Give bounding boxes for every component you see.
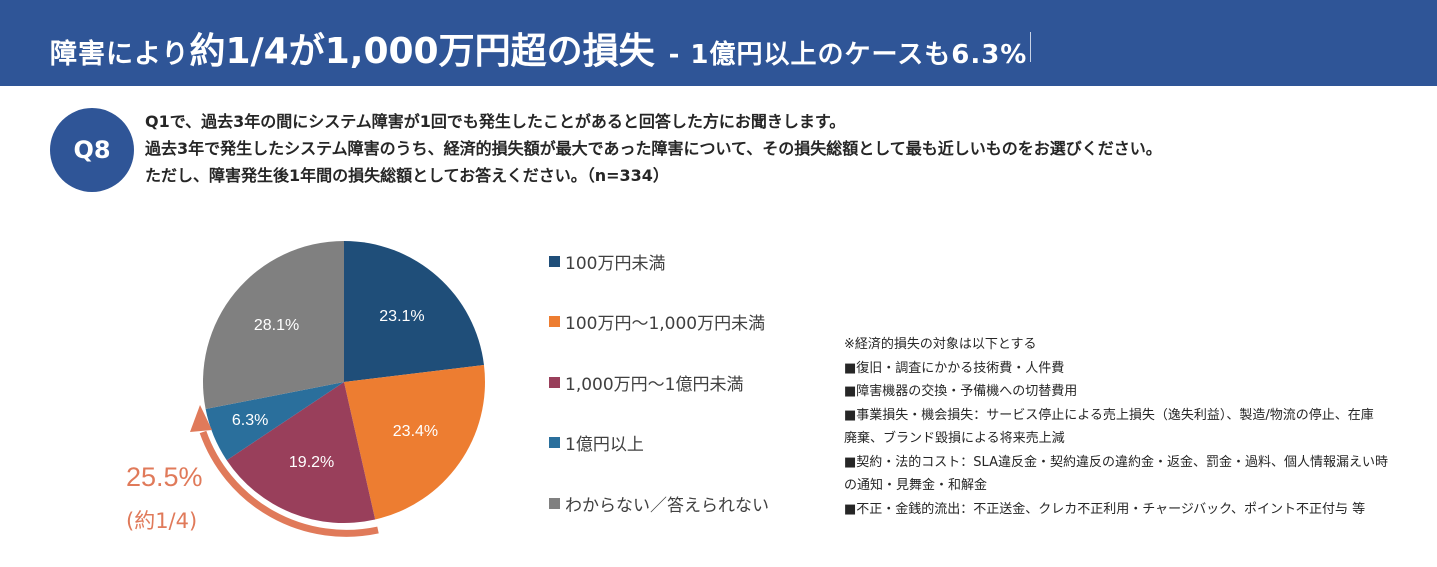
callout-percentage: 25.5%: [126, 462, 203, 492]
notes-item: ■障害機器の交換・予備機への切替費用: [844, 384, 1078, 399]
legend-label: 1,000万円～1億円未満: [565, 374, 744, 395]
notes-item: ■事業損失・機会損失：サービス停止による売上損失（逸失利益）、製造/物流の停止、…: [844, 407, 1374, 423]
pie-slice: [344, 365, 485, 520]
pie-slice-label: 23.4%: [392, 423, 439, 441]
callout-subtitle: (約1/4): [126, 509, 198, 533]
legend-item: 1億円以上: [549, 428, 769, 458]
question-text: Q1で、過去3年の間にシステム障害が1回でも発生したことがあると回答した方にお聞…: [145, 108, 1395, 189]
pie-chart: 23.1% 23.4% 19.2% 6.3% 28.1% 25.5% (約1/4): [0, 0, 560, 563]
legend-item: 1,000万円～1億円未満: [549, 367, 769, 397]
page-title: 障害により 約1/4が1,000万円超の損失 - 1億円以上のケースも6.3%: [50, 22, 1032, 72]
pie-slices: [202, 241, 485, 523]
legend-label: 100万円～1,000万円未満: [565, 314, 766, 334]
legend-swatch: [549, 497, 560, 509]
pie-slice: [226, 382, 376, 523]
pie-slice-label: 28.1%: [253, 317, 300, 335]
notes-heading: ※経済的損失の対象は以下とする: [844, 337, 1037, 352]
arrowhead-icon: [190, 405, 212, 432]
pie-slice: [344, 241, 484, 382]
legend-swatch: [549, 316, 560, 327]
text-cursor: [1030, 32, 1032, 62]
legend-item: わからない／答えられない: [549, 488, 769, 518]
title-subtitle: - 1億円以上のケースも6.3%: [668, 40, 1028, 70]
legend-swatch: [549, 437, 560, 448]
question-line: 過去3年で発生したシステム障害のうち、経済的損失額が最大であった障害について、そ…: [145, 139, 1162, 158]
question-line: ただし、障害発生後1年間の損失総額としてお答えください。（n=334）: [145, 166, 669, 185]
pie-slice: [205, 382, 344, 461]
notes-item: の通知・見舞金・和解金: [844, 478, 988, 493]
legend-swatch: [549, 255, 560, 267]
notes-box: ※経済的損失の対象は以下とする ■復旧・調査にかかる技術費・人件費 ■障害機器の…: [844, 333, 1424, 521]
question-badge: Q8: [50, 108, 134, 192]
pie-slice-label: 23.1%: [379, 307, 425, 325]
legend-label: 1億円以上: [565, 435, 644, 455]
notes-item: ■復旧・調査にかかる技術費・人件費: [844, 360, 1065, 376]
legend-item: 100万円未満: [549, 246, 769, 276]
pie-slice-label: 6.3%: [231, 411, 269, 429]
header-banner: 障害により 約1/4が1,000万円超の損失 - 1億円以上のケースも6.3%: [0, 0, 1437, 86]
pie-svg: [190, 241, 485, 537]
pie-slice: [202, 241, 344, 410]
legend-label: 100万円未満: [565, 253, 666, 274]
chart-legend: 100万円未満 100万円～1,000万円未満 1,000万円～1億円未満 1億…: [549, 246, 769, 549]
legend-swatch: [549, 376, 560, 388]
legend-item: 100万円～1,000万円未満: [549, 307, 769, 337]
legend-label: わからない／答えられない: [565, 495, 769, 516]
notes-item: 廃棄、ブランド毀損による将来売上減: [844, 431, 1065, 446]
pie-slice-label: 19.2%: [288, 454, 335, 472]
callout-arrow: [190, 405, 379, 537]
question-line: Q1で、過去3年の間にシステム障害が1回でも発生したことがあると回答した方にお聞…: [145, 112, 846, 131]
notes-item: ■不正・金銭的流出：不正送金、クレカ不正利用・チャージバック、ポイント不正付与 …: [844, 501, 1366, 517]
notes-item: ■契約・法的コスト：SLA違反金・契約違反の違約金・返金、罰金・過料、個人情報漏…: [844, 454, 1388, 470]
title-part2: 約1/4が1,000万円超の損失: [189, 31, 655, 72]
title-part1: 障害により: [50, 39, 190, 70]
